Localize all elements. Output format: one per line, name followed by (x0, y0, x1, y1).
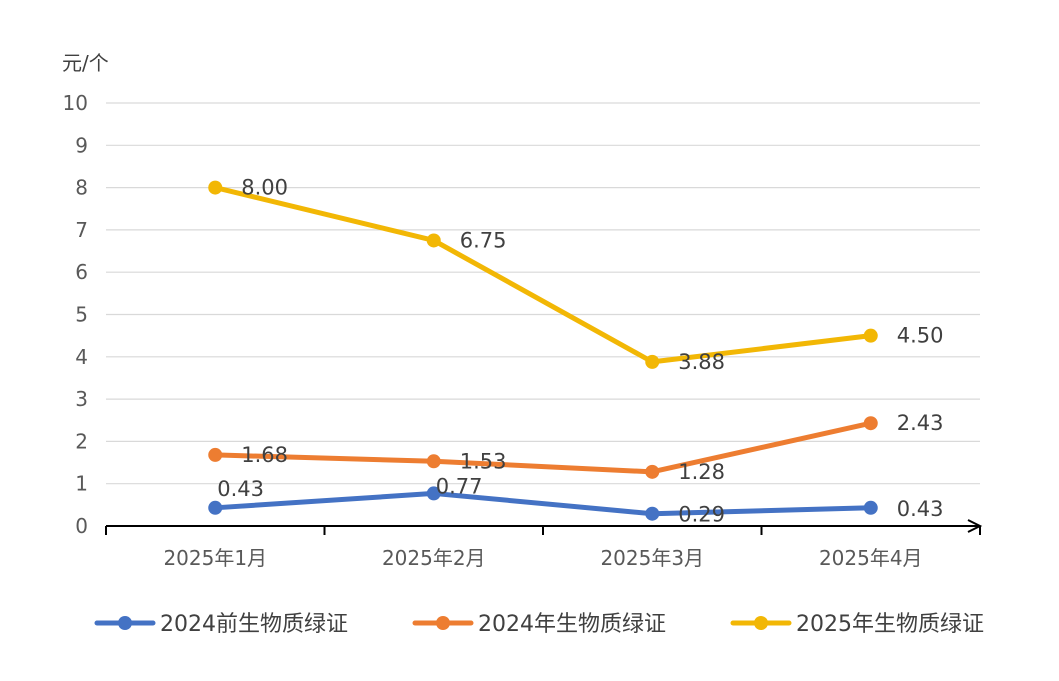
data-point (426, 486, 441, 501)
data-label: 1.53 (460, 449, 507, 473)
legend-marker (436, 616, 450, 630)
data-label: 1.68 (241, 443, 288, 467)
legend-label: 2024年生物质绿证 (478, 612, 666, 637)
data-point (426, 233, 441, 248)
data-point (863, 416, 878, 431)
data-label: 8.00 (241, 176, 288, 200)
data-point (208, 180, 223, 195)
y-tick-label: 1 (75, 472, 88, 496)
data-point (863, 328, 878, 343)
x-tick-label: 2025年4月 (819, 546, 923, 570)
y-axis-ticks: 0 1 2 3 4 5 6 7 8 9 10 (63, 91, 88, 538)
series-line (212, 490, 874, 517)
y-tick-label: 2 (75, 429, 88, 453)
gridlines (106, 102, 980, 485)
y-tick-label: 10 (63, 91, 88, 115)
data-point (208, 500, 223, 515)
series-line (212, 185, 874, 365)
x-axis: 2025年1月 2025年2月 2025年3月 2025年4月 (105, 519, 983, 570)
y-axis-label: 元/个 (62, 51, 109, 75)
y-tick-label: 0 (75, 514, 88, 538)
legend-label: 2024前生物质绿证 (160, 612, 348, 637)
data-label: 0.77 (436, 474, 483, 498)
data-label: 0.43 (217, 477, 264, 501)
y-tick-label: 6 (75, 260, 88, 284)
data-point (645, 464, 660, 479)
data-label: 2.43 (897, 411, 944, 435)
data-point (426, 454, 441, 469)
data-label: 0.43 (897, 497, 944, 521)
y-tick-label: 9 (75, 133, 88, 157)
x-tick-label: 2025年2月 (382, 546, 486, 570)
data-label: 1.28 (678, 460, 725, 484)
data-label: 0.29 (678, 503, 725, 527)
y-tick-label: 4 (75, 345, 88, 369)
legend-marker (118, 616, 132, 630)
legend-label: 2025年生物质绿证 (796, 612, 984, 637)
data-label: 6.75 (460, 228, 507, 252)
x-tick-label: 2025年1月 (163, 546, 267, 570)
legend-marker (754, 616, 768, 630)
y-tick-label: 8 (75, 176, 88, 200)
series-group: 0.43 0.77 0.29 0.43 1.68 1.53 1.28 2.43 8.00 6.75… (208, 176, 944, 527)
data-point (645, 354, 660, 369)
y-tick-label: 5 (75, 303, 88, 327)
legend: 2024前生物质绿证 2024年生物质绿证 2025年生物质绿证 (94, 612, 984, 637)
data-label: 3.88 (678, 350, 725, 374)
data-label: 4.50 (897, 324, 944, 348)
series-line (212, 420, 874, 475)
data-point (863, 500, 878, 515)
data-point (645, 506, 660, 521)
data-point (208, 447, 223, 462)
y-tick-label: 7 (75, 218, 88, 242)
x-tick-label: 2025年3月 (600, 546, 704, 570)
y-tick-label: 3 (75, 387, 88, 411)
